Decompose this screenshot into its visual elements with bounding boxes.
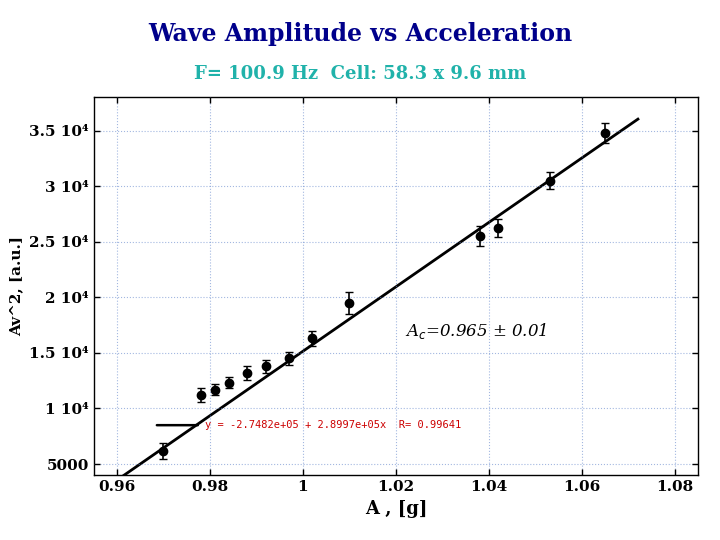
Text: Wave Amplitude vs Acceleration: Wave Amplitude vs Acceleration xyxy=(148,22,572,45)
Text: A$_c$=0.965 ± 0.01: A$_c$=0.965 ± 0.01 xyxy=(405,321,547,341)
X-axis label: A , [g]: A , [g] xyxy=(365,500,427,518)
Y-axis label: Av^2, [a.u.]: Av^2, [a.u.] xyxy=(9,236,24,336)
Text: F= 100.9 Hz  Cell: 58.3 x 9.6 mm: F= 100.9 Hz Cell: 58.3 x 9.6 mm xyxy=(194,65,526,83)
Text: y = -2.7482e+05 + 2.8997e+05x  R= 0.99641: y = -2.7482e+05 + 2.8997e+05x R= 0.99641 xyxy=(205,420,462,430)
